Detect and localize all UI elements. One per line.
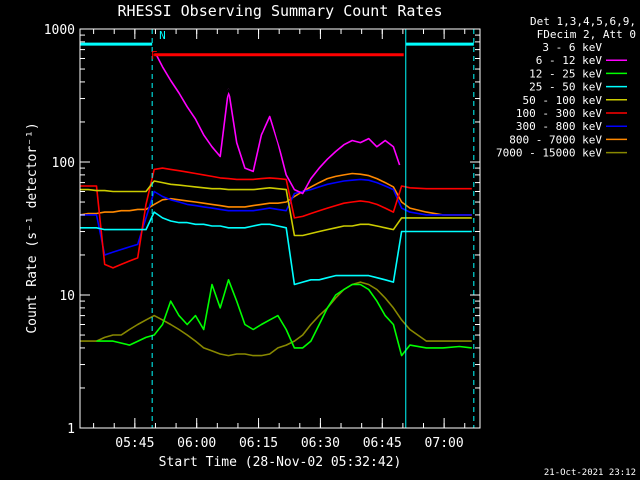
series-line-50-100-keV <box>80 180 472 237</box>
series-line-7000-15000-keV <box>80 281 472 357</box>
series-line-100-300-keV <box>80 167 472 269</box>
series-layer <box>79 48 472 357</box>
legend: Det 1,3,4,5,6,9, FDecim 2, Att 0 3 - 6 k… <box>496 15 636 160</box>
series-line-25-50-keV <box>80 211 472 286</box>
marker-label-flare: F <box>151 49 158 62</box>
x-axis-label: Start Time (28-Nov-02 05:32:42) <box>159 455 402 470</box>
legend-label: 300 - 800 keV <box>516 120 602 133</box>
y-tick-label: 1 <box>67 422 75 437</box>
legend-label: 7000 - 15000 keV <box>496 147 602 160</box>
marker-layer: FN <box>80 29 475 428</box>
series-line-800-7000-keV <box>79 172 472 216</box>
marker-label-n: N <box>159 29 166 42</box>
x-tick-label: 05:45 <box>115 436 154 451</box>
series-line-12-25-keV <box>96 278 472 357</box>
y-axis-label: Count Rate (s⁻¹ detector⁻¹) <box>25 122 40 333</box>
series-line-6-12-keV <box>155 54 401 195</box>
chart-title: RHESSI Observing Summary Count Rates <box>117 2 442 20</box>
x-tick-label: 06:30 <box>301 436 340 451</box>
y-tick-label: 100 <box>52 156 75 171</box>
legend-label: 50 - 100 keV <box>523 94 603 107</box>
tick-layer: 1 10 100 1000 05:45 06:00 06:15 06:30 06:45 07:00 <box>44 23 480 451</box>
x-tick-label: 07:00 <box>425 436 464 451</box>
legend-label: 3 - 6 keV <box>542 41 602 54</box>
plot-frame <box>79 28 481 429</box>
series-line-3-6-keV <box>155 48 401 180</box>
legend-label: 800 - 7000 keV <box>509 133 602 146</box>
x-tick-label: 06:15 <box>239 436 278 451</box>
legend-label: 25 - 50 keV <box>529 81 602 94</box>
x-tick-label: 06:00 <box>177 436 216 451</box>
x-tick-label: 06:45 <box>363 436 402 451</box>
legend-header-line-2: FDecim 2, Att 0 <box>537 28 636 41</box>
footer-date: 21-Oct-2021 23:12 <box>544 468 636 478</box>
legend-header-line-1: Det 1,3,4,5,6,9, <box>530 15 636 28</box>
legend-label: 12 - 25 keV <box>529 67 602 80</box>
y-tick-label: 10 <box>59 289 75 304</box>
legend-label: 6 - 12 keV <box>536 54 603 67</box>
y-tick-label: 1000 <box>44 23 75 38</box>
legend-label: 100 - 300 keV <box>516 107 602 120</box>
